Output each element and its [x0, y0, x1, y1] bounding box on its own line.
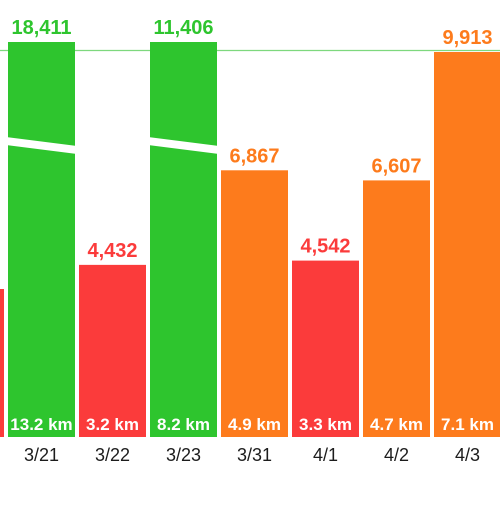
value-label-3/31: 6,867	[229, 145, 279, 167]
distance-label-3/31: 4.9 km	[228, 415, 281, 434]
value-label-4/1: 4,542	[300, 236, 350, 258]
distance-label-4/2: 4.7 km	[370, 415, 423, 434]
date-tick-3/31: 3/31	[237, 445, 272, 465]
date-tick-4/3: 4/3	[455, 445, 480, 465]
distance-label-3/22: 3.2 km	[86, 415, 139, 434]
value-label-4/3: 9,913	[442, 27, 492, 49]
value-label-3/21: 18,411	[11, 17, 71, 39]
distance-label-3/21: 13.2 km	[10, 415, 72, 434]
bar-4/2	[363, 180, 430, 437]
value-label-3/22: 4,432	[87, 240, 137, 262]
distance-label-3/23: 8.2 km	[157, 415, 210, 434]
bar-3/31	[221, 170, 288, 437]
axis-break-3/23	[148, 137, 219, 154]
date-tick-3/23: 3/23	[166, 445, 201, 465]
bar-4/1	[292, 260, 359, 437]
bar-3/22	[79, 264, 146, 437]
value-label-3/23: 11,406	[153, 17, 213, 39]
value-label-4/2: 6,607	[371, 155, 421, 177]
bar-partial	[0, 289, 4, 437]
date-tick-4/2: 4/2	[384, 445, 409, 465]
bar-3/21	[8, 42, 75, 437]
date-tick-3/21: 3/21	[24, 445, 59, 465]
date-tick-3/22: 3/22	[95, 445, 130, 465]
date-tick-4/1: 4/1	[313, 445, 338, 465]
bar-4/3	[434, 52, 500, 437]
distance-label-4/1: 3.3 km	[299, 415, 352, 434]
axis-break-3/21	[6, 137, 77, 154]
bar-3/23	[150, 42, 217, 437]
distance-label-4/3: 7.1 km	[441, 415, 494, 434]
